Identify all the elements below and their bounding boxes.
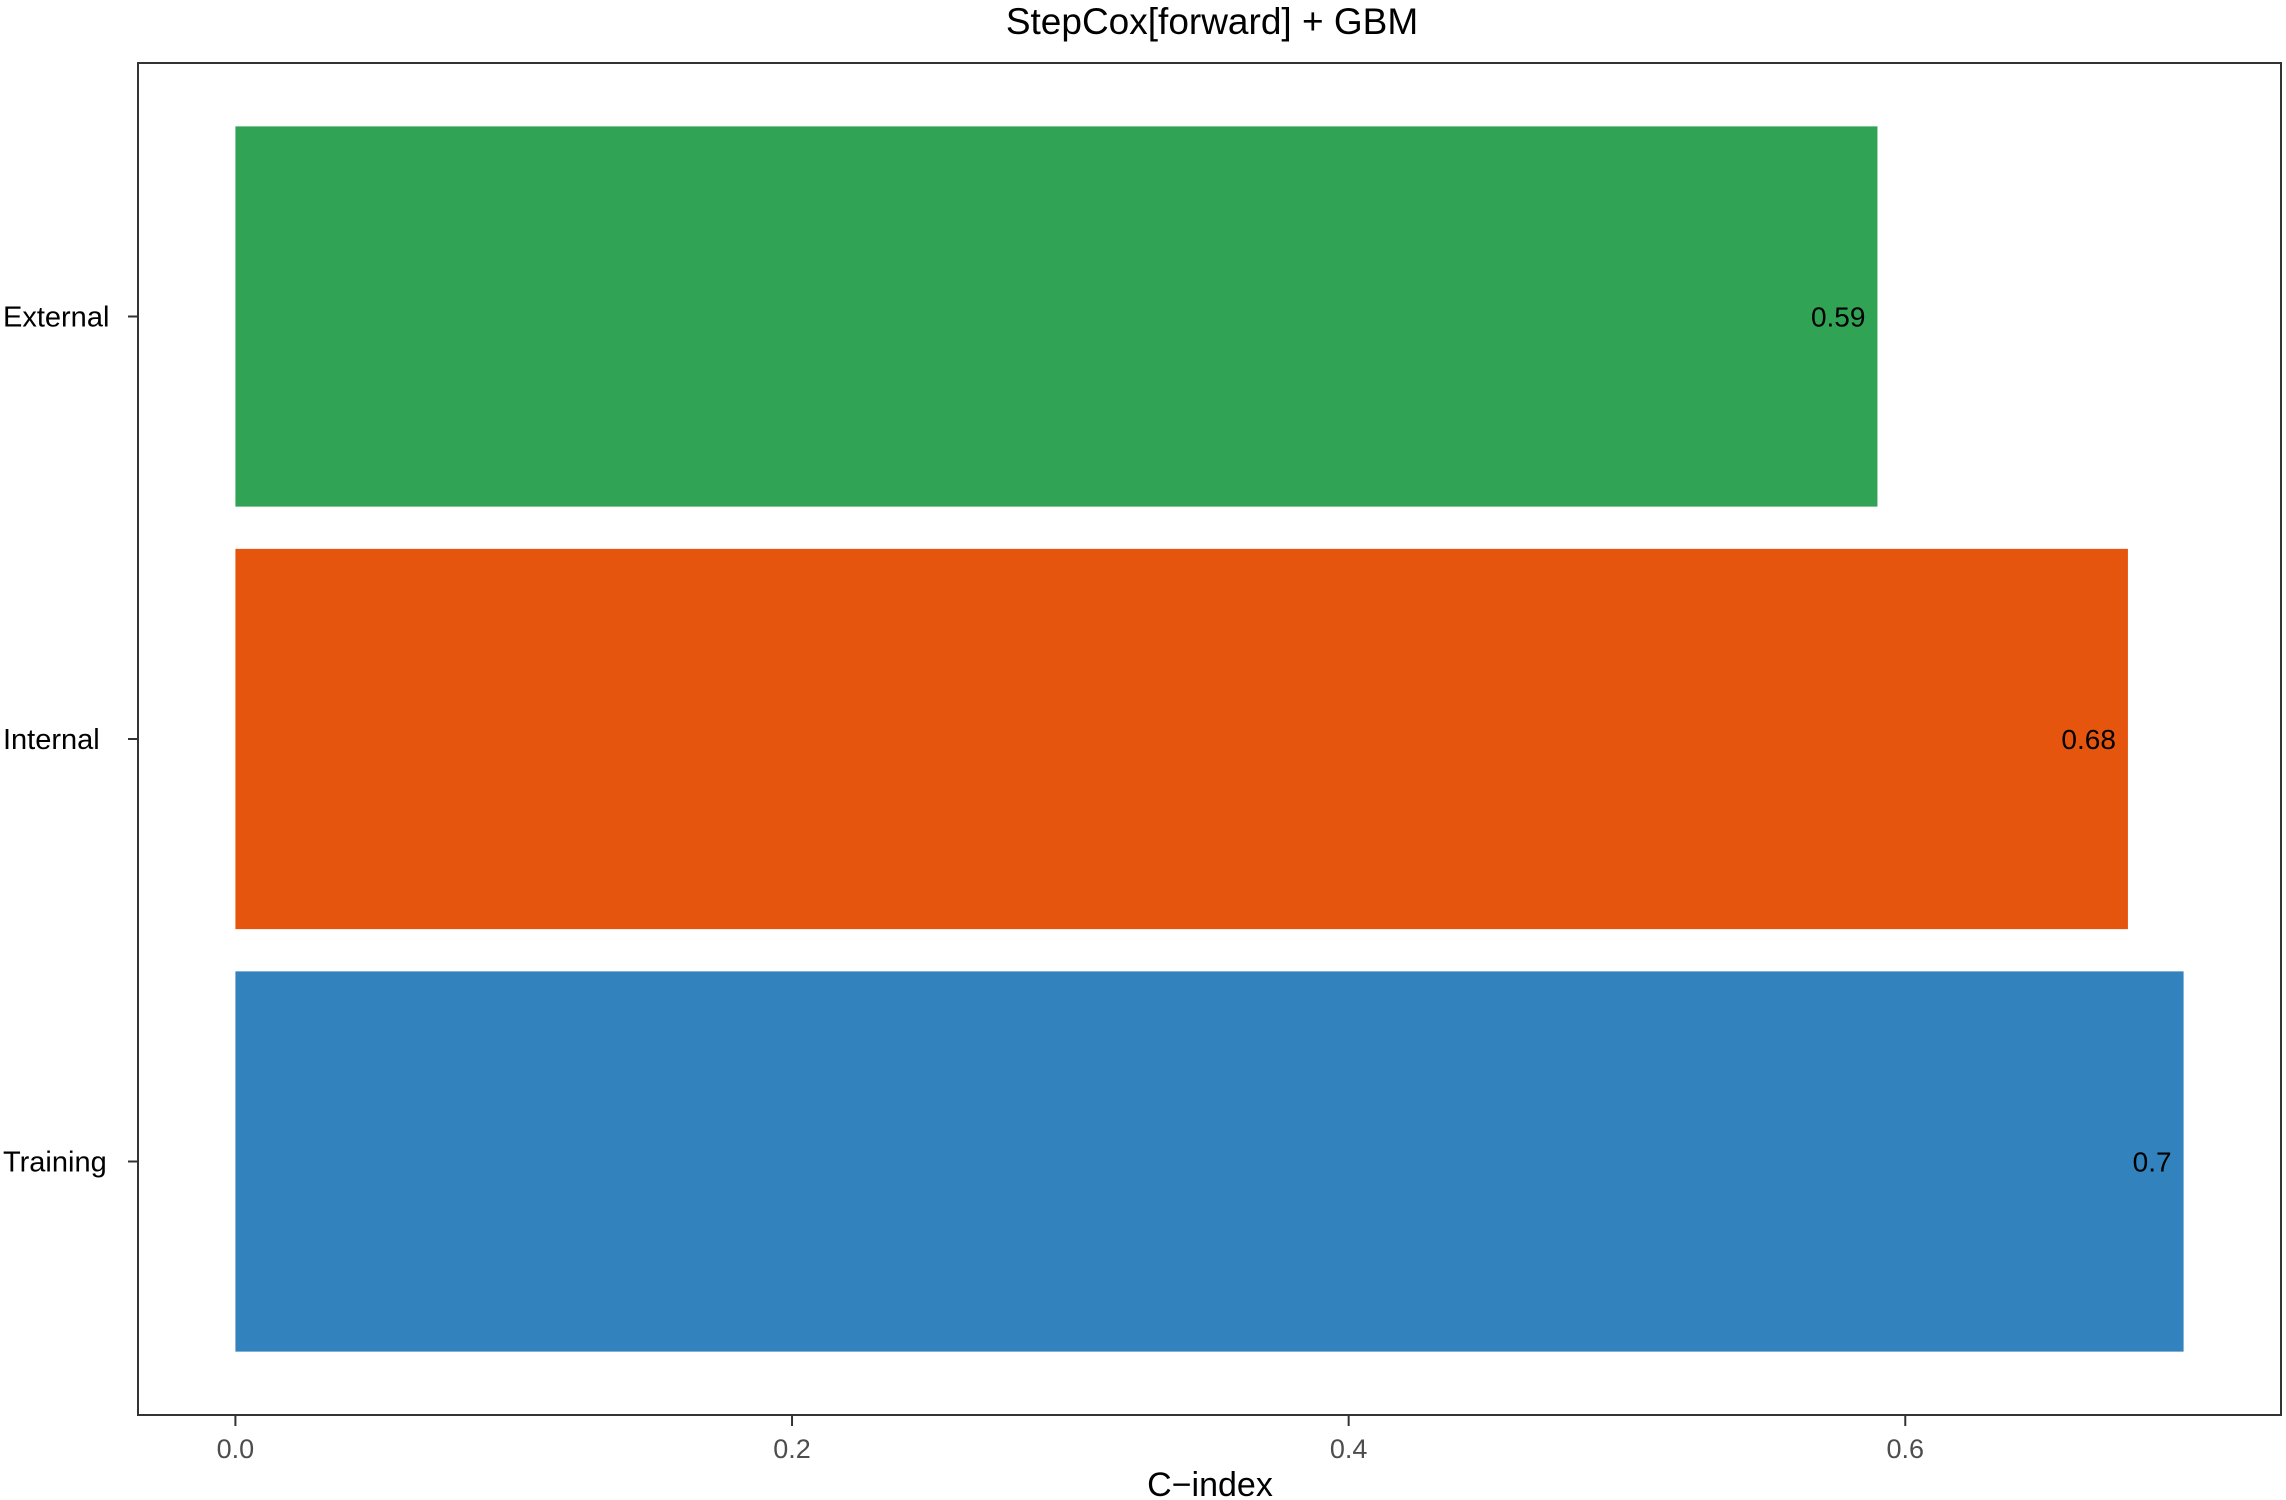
bar-value-label-training: 0.7 bbox=[2133, 1147, 2172, 1178]
x-tick-label: 0.6 bbox=[1887, 1434, 1925, 1464]
x-axis: 0.0 0.2 0.4 0.6 bbox=[217, 1415, 1924, 1464]
bar-value-label-internal: 0.68 bbox=[2061, 724, 2116, 755]
bar-value-label-external: 0.59 bbox=[1811, 302, 1866, 333]
bar-labels-layer: 0.59 0.68 0.7 bbox=[1811, 302, 2172, 1178]
chart-title: StepCox[forward] + GBM bbox=[1006, 1, 1418, 42]
bar-internal bbox=[235, 548, 2128, 930]
y-tick-label-external: External bbox=[3, 302, 109, 334]
x-tick-label: 0.4 bbox=[1330, 1434, 1368, 1464]
y-axis: External Internal Training bbox=[3, 302, 138, 1179]
bar-external bbox=[235, 126, 1878, 507]
bar-training bbox=[235, 971, 2184, 1352]
y-tick-label-internal: Internal bbox=[3, 724, 100, 756]
bars-layer bbox=[235, 126, 2184, 1352]
x-tick-label: 0.2 bbox=[773, 1434, 811, 1464]
x-tick-label: 0.0 bbox=[217, 1434, 255, 1464]
x-axis-title: C−index bbox=[1147, 1466, 1273, 1500]
y-tick-label-training: Training bbox=[3, 1147, 107, 1179]
